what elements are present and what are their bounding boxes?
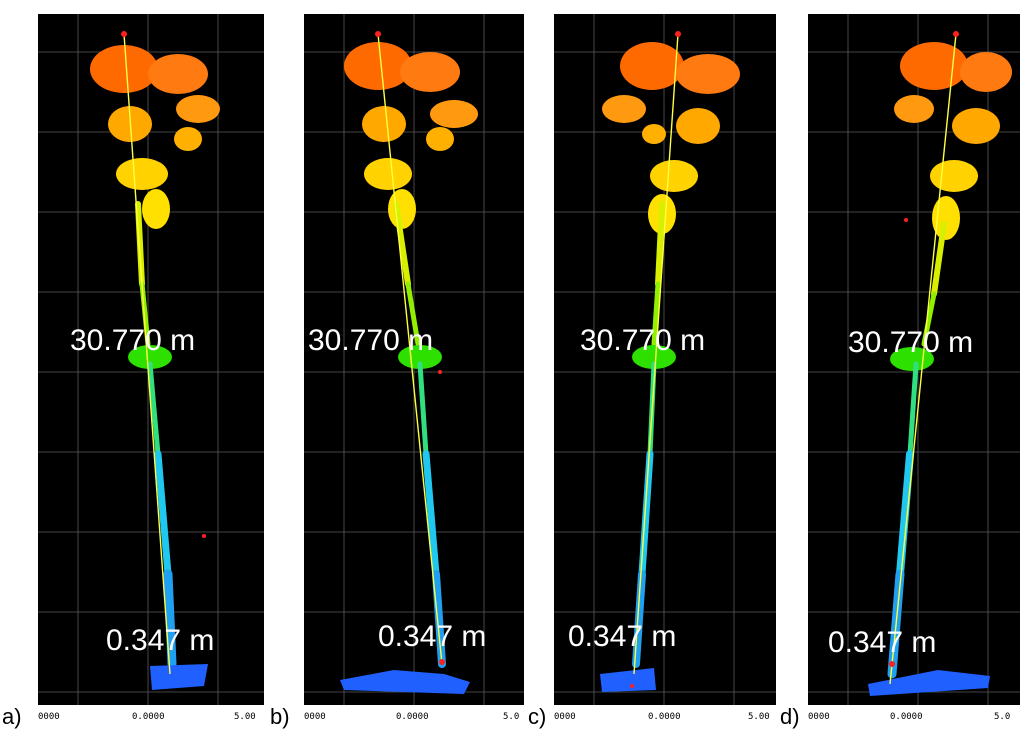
base-marker xyxy=(630,684,634,688)
axis-tick-right: 5.0 xyxy=(503,712,520,722)
panel-label-a: a) xyxy=(2,704,22,729)
axis-tick-right: 5.00 xyxy=(748,712,770,722)
base-marker xyxy=(889,661,895,667)
axis-tick-mid: 0.0000 xyxy=(890,712,923,722)
outlier-marker xyxy=(438,370,442,374)
bottom-height-label: 0.347 m xyxy=(828,626,937,659)
top-height-label: 30.770 m xyxy=(308,324,434,357)
axis-tick-left: 0000 xyxy=(38,712,60,722)
bottom-height-label: 0.347 m xyxy=(106,624,215,657)
top-marker xyxy=(953,31,959,37)
base-points xyxy=(340,670,470,694)
height-measure-line xyxy=(889,33,957,685)
crown-points xyxy=(894,42,1012,240)
base-marker xyxy=(439,659,445,665)
base-points xyxy=(868,670,990,696)
tree-point-cloud-d xyxy=(808,14,1020,705)
stem-points xyxy=(128,201,177,669)
axis-tick-mid: 0.0000 xyxy=(132,712,165,722)
outlier-marker xyxy=(904,218,908,222)
panel-label-b: b) xyxy=(270,704,290,729)
crown-points xyxy=(90,45,220,229)
point-cloud-panel-c: 30.770 m 0.347 m xyxy=(554,14,776,705)
outlier-marker xyxy=(202,534,206,538)
height-measure-line xyxy=(123,33,171,675)
base-points xyxy=(600,668,656,692)
panel-label-c: c) xyxy=(528,704,547,729)
bottom-height-label: 0.347 m xyxy=(378,620,487,653)
axis-tick-mid: 0.0000 xyxy=(648,712,681,722)
axis-tick-left: 0000 xyxy=(808,712,830,722)
top-height-label: 30.770 m xyxy=(580,324,706,357)
top-marker xyxy=(121,31,127,37)
axis-tick-right: 5.0 xyxy=(994,712,1011,722)
height-measure-line xyxy=(633,33,679,675)
axis-tick-right: 5.00 xyxy=(234,712,256,722)
bottom-height-label: 0.347 m xyxy=(568,620,677,653)
tree-point-cloud-b xyxy=(304,14,524,705)
axis-tick-left: 0000 xyxy=(554,712,576,722)
base-points xyxy=(150,664,208,690)
panel-label-d: d) xyxy=(780,704,800,729)
height-measure-line xyxy=(377,33,443,665)
point-cloud-panel-b: 30.770 m 0.347 m xyxy=(304,14,524,705)
top-height-label: 30.770 m xyxy=(848,326,974,359)
axis-tick-mid: 0.0000 xyxy=(396,712,429,722)
tree-point-cloud-a xyxy=(38,14,264,705)
axis-tick-left: 0000 xyxy=(304,712,326,722)
top-marker xyxy=(375,31,381,37)
tree-point-cloud-c xyxy=(554,14,776,705)
top-marker xyxy=(675,31,681,37)
stem-points xyxy=(632,201,676,668)
point-cloud-panel-d: 30.770 m 0.347 m xyxy=(808,14,1020,705)
point-cloud-panel-a: 30.770 m 0.347 m xyxy=(38,14,264,705)
crown-points xyxy=(344,42,478,229)
top-height-label: 30.770 m xyxy=(70,324,196,357)
